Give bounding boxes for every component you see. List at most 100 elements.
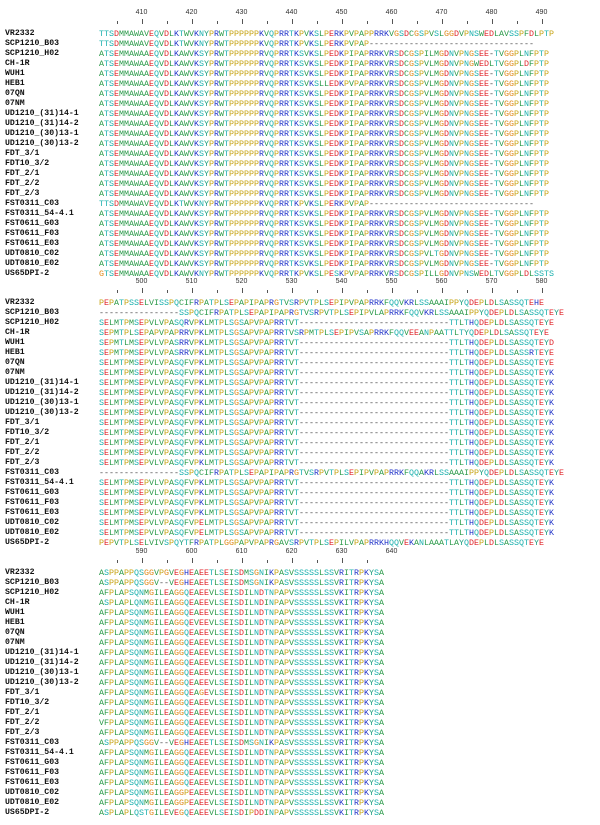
sequence-row: ATSEMMAWAAEQVDLKAWVKSYPRWTPPPPPPRVQPRRTK… — [99, 239, 549, 249]
sequence-name: FST0311_C03 — [5, 738, 60, 747]
ruler-label: 500 — [135, 278, 148, 285]
sequence-name: FST0311_C03 — [5, 199, 60, 208]
ruler-tick — [116, 560, 118, 563]
sequence-row: ----------------SSPQCIFRPATPLSEPAPIPAPRG… — [99, 468, 564, 478]
sequence-row: ATSEMMAWAAEQVDLKAWVKSYPRWTPPPPPPRVQPRRTK… — [99, 139, 549, 149]
ruler-label: 600 — [185, 548, 198, 555]
sequence-row: SELMTPMSEPVLVPASQFVPKLMTPLSGSAPVPAPRRTVT… — [99, 438, 554, 448]
sequence-names: VR2332 SCP1210_B03 SCP1210_H02 CH-1R WUH1 HEB… — [5, 298, 79, 548]
sequence-name: FDT_2/3 — [5, 458, 40, 467]
ruler-tick — [316, 290, 318, 293]
sequence-name: CH-1R — [5, 598, 30, 607]
sequence-name: FDT10_3/2 — [5, 428, 50, 437]
ruler-label: 450 — [335, 9, 348, 16]
sequence-rows: TTSDMMAWAVEQVDLKTWVKNYPRWTPPPPPPKVQPRRTK… — [99, 29, 554, 279]
sequence-name: FST0311_54-4.1 — [5, 209, 74, 218]
sequence-name: 07NM — [5, 368, 25, 377]
sequence-row: SELMTPMSEPVLVPASQFVPKLMTPLSGSAPVPAPRRTVT… — [99, 398, 554, 408]
sequence-name: FST0611_F03 — [5, 498, 60, 507]
sequence-name: FDT_2/1 — [5, 708, 40, 717]
sequence-row: SELMTPMSEPVLVPASQFVPKLMTPLSGSAPVPAPRRTVT… — [99, 458, 554, 468]
sequence-row: SELMTPMSEPVLVPASQFVPELMTPLSGSAPVPAPRRTVT… — [99, 518, 554, 528]
sequence-name: VR2332 — [5, 568, 35, 577]
sequence-row: ASPPAPPQSGGVPGVEGHEAEETLSEISDMSGNIKPASVS… — [99, 568, 384, 578]
sequence-name: 07QN — [5, 89, 25, 98]
ruler-tick — [366, 290, 368, 293]
sequence-row: ATSEMMAWAAEQVDLKAWVKSYPRWTPPPPPPRVQPRRTK… — [99, 249, 549, 259]
ruler-tick — [216, 21, 218, 24]
ruler-label: 490 — [535, 9, 548, 16]
ruler-tick — [191, 19, 193, 24]
sequence-name: SCP1210_B03 — [5, 308, 60, 317]
ruler-label: 420 — [185, 9, 198, 16]
ruler-label: 540 — [335, 278, 348, 285]
ruler-tick — [441, 288, 443, 293]
sequence-name: FST0611_E03 — [5, 508, 60, 517]
ruler-label: 590 — [135, 548, 148, 555]
sequence-row: SELMTPMSEPVLVPASQFVPKLMTPLSGSAPVPAPRRTVT… — [99, 418, 554, 428]
ruler-label: 430 — [235, 9, 248, 16]
sequence-row: AFPLAPSQNMGILEAGGPEAEEVLSEISDILNDTNPAPVS… — [99, 788, 384, 798]
ruler-tick — [291, 288, 293, 293]
sequence-rows: ASPPAPPQSGGVPGVEGHEAEETLSEISDMSGNIKPASVS… — [99, 568, 384, 818]
sequence-rows: PEPATPSSELVISSPQCIFRPATPLSEPAPIPAPRGTVSR… — [99, 298, 564, 548]
ruler-label: 410 — [135, 9, 148, 16]
sequence-row: SELMTPMSEPVLVPASQFVPKLMTPLSGSAPVPAPRRTVT… — [99, 388, 554, 398]
sequence-row: ATSEMMAWAAEQVDLKAWVKSYPRWTPPPPPPRVQPRRTK… — [99, 129, 549, 139]
sequence-row: ATSEMMAWAAEQVDLKAWVKSYPRWTPPPPPPRVQPRRTK… — [99, 149, 549, 159]
sequence-row: ATSEMMAWAAEQVDLKAWVKSYPRWTPPPPPPRVQPRRTK… — [99, 219, 549, 229]
sequence-name: FDT_2/2 — [5, 179, 40, 188]
sequence-name: UDT0810_E02 — [5, 798, 60, 807]
sequence-name: UD1210_(30)13-1 — [5, 668, 79, 677]
sequence-row: AFPLAPSQNMGILEAGGQEAEEVLSEISDILNDTNPAPVS… — [99, 708, 384, 718]
sequence-row: AFPLAPSQNMGILEAGGQEAEEVLSEISDILNDTNPAPVS… — [99, 678, 384, 688]
sequence-row: AFPLAPSQNMGILEAGGQEAEEVLSEISDILNDTNPAPVS… — [99, 698, 384, 708]
ruler-tick — [316, 560, 318, 563]
sequence-name: HEB1 — [5, 348, 25, 357]
ruler-tick — [241, 558, 243, 563]
sequence-row: SELMTPMSEPVLVPASQFVPKLMTPLSGSAPVPAPRRTVT… — [99, 498, 554, 508]
sequence-name: FDT_2/3 — [5, 728, 40, 737]
ruler-label: 480 — [485, 9, 498, 16]
sequence-name: FDT_3/1 — [5, 688, 40, 697]
sequence-name: FST0611_G03 — [5, 219, 60, 228]
sequence-name: FDT_2/3 — [5, 189, 40, 198]
ruler-label: 470 — [435, 9, 448, 16]
sequence-names: VR2332 SCP1210_B03 SCP1210_H02 CH-1R WUH1 HEB… — [5, 29, 79, 279]
sequence-row: ATSEMMAWAAEQVDLKAWVKSYPRWTPPPPPPRVQPRRTK… — [99, 189, 549, 199]
sequence-name: FDT_2/2 — [5, 718, 40, 727]
ruler-label: 440 — [285, 9, 298, 16]
ruler-tick — [216, 290, 218, 293]
sequence-name: FDT10_3/2 — [5, 698, 50, 707]
sequence-row: SELMTPMSEPVLVPASQFVPKLMTPLSGSAPVPAPRRTVT… — [99, 408, 554, 418]
ruler-label: 580 — [535, 278, 548, 285]
sequence-row: AFPLAPSQNMGILEAGGQEAEEVLSEISDILNDTNPAPVS… — [99, 588, 384, 598]
ruler-tick — [141, 19, 143, 24]
sequence-name: SCP1210_B03 — [5, 578, 60, 587]
sequence-row: ATSEMMAWAAEQVDLKAWVKSYPRWTPPPPPPRVQPRRTK… — [99, 69, 549, 79]
ruler-label: 620 — [285, 548, 298, 555]
sequence-row: ATSEMMAWAAEQVDLKAWVKSYPRWTPPPPPPRVQPRRTK… — [99, 59, 549, 69]
ruler-tick — [216, 560, 218, 563]
sequence-name: UD1210_(31)14-2 — [5, 119, 79, 128]
sequence-name: 07NM — [5, 99, 25, 108]
sequence-row: ATSEMMAWAAEQVDLKAWVKSYPRWTPPPPPPRVQPRRTK… — [99, 209, 549, 219]
sequence-name: UDT0810_C02 — [5, 518, 60, 527]
sequence-row: AFPLAPSQNMGILEAGGQEVEEVLSEISDILNDTNPAPVS… — [99, 618, 384, 628]
ruler-tick — [341, 558, 343, 563]
sequence-row: ATSEMMAWAAEQVDLKAWVKSYPRWTPPPPPPRVQPRRTK… — [99, 179, 549, 189]
sequence-row: AFPLAPSQNMGILEAGGQEAEEVLSEISDILNDTNPAPVS… — [99, 648, 384, 658]
sequence-row: SELMTPMSEPVLVPASQFVPKLMTPLSGSAPVPAPRRTVT… — [99, 478, 554, 488]
ruler-tick — [141, 558, 143, 563]
ruler-tick — [491, 19, 493, 24]
sequence-name: UD1210_(30)13-2 — [5, 408, 79, 417]
ruler-label: 510 — [185, 278, 198, 285]
sequence-name: FST0611_F03 — [5, 229, 60, 238]
sequence-row: ATSEMMAWAAEQVDLKAWVKSYPRWTPPPPPPRVQPRRTK… — [99, 79, 549, 89]
sequence-name: FDT_2/1 — [5, 169, 40, 178]
ruler-tick — [191, 288, 193, 293]
sequence-names: VR2332 SCP1210_B03 SCP1210_H02 CH-1R WUH1 HEB… — [5, 568, 79, 818]
sequence-name: WUH1 — [5, 608, 25, 617]
sequence-row: SEPMTPLSEPAPVPAPRRVPKLMTPLSGSAPVPAPRRTVS… — [99, 328, 549, 338]
